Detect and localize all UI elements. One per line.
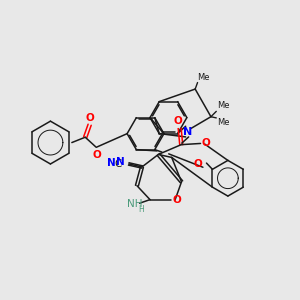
Text: Me: Me [218, 118, 230, 127]
Text: O: O [172, 195, 181, 205]
Text: Me: Me [218, 101, 230, 110]
Text: N: N [116, 158, 125, 167]
Text: C: C [115, 159, 122, 169]
Text: H: H [138, 205, 144, 214]
Text: N: N [107, 158, 116, 168]
Text: Me: Me [197, 73, 209, 82]
Text: N: N [182, 127, 192, 136]
Text: O: O [174, 116, 183, 126]
Text: O: O [92, 150, 101, 160]
Text: NH: NH [128, 199, 143, 209]
Text: O: O [85, 113, 94, 123]
Text: O: O [194, 159, 203, 169]
Text: O: O [201, 139, 210, 148]
